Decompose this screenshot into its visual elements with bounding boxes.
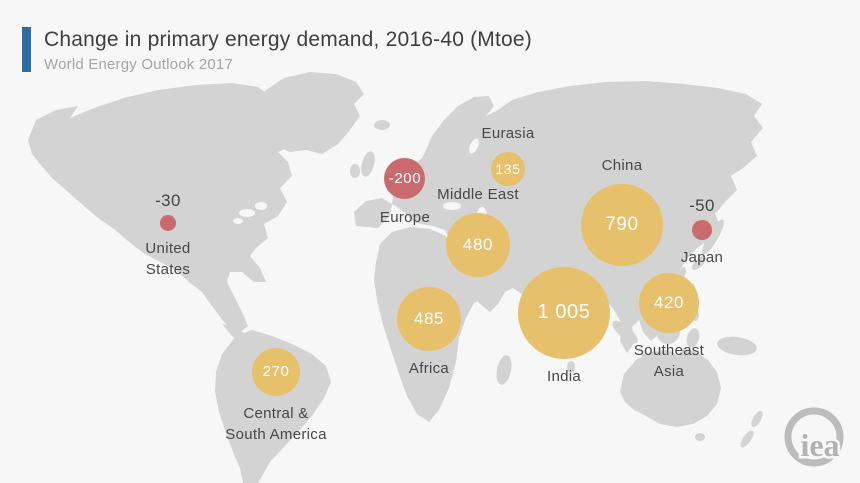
region-label-europe: Europe <box>379 208 431 226</box>
region-label-africa: Africa <box>408 359 450 377</box>
bubble-africa: 485 <box>397 287 461 351</box>
continent-south-america <box>215 330 331 483</box>
iea-logo: iea <box>784 407 844 467</box>
bubble-central-south-america: 270 <box>252 348 300 396</box>
bubble-china: 790 <box>581 184 663 266</box>
bubble-japan <box>691 219 713 241</box>
bubble-eurasia: 135 <box>491 152 525 186</box>
region-label-india: India <box>546 367 582 385</box>
header: Change in primary energy demand, 2016-40… <box>22 27 532 73</box>
iea-logo-ring <box>784 407 844 467</box>
continent-north-america <box>28 83 298 334</box>
continent-australia <box>620 348 721 427</box>
region-label-eurasia: Eurasia <box>481 125 535 143</box>
region-label-southeast-asia: Southeast Asia <box>633 341 705 380</box>
bubble-india: 1 005 <box>518 267 610 359</box>
value-label-japan: -50 <box>689 195 715 215</box>
header-text: Change in primary energy demand, 2016-40… <box>44 27 532 73</box>
iea-logo-text: iea <box>800 427 839 463</box>
region-label-central-south-america: Central & South America <box>225 404 327 443</box>
region-label-china: China <box>601 157 643 175</box>
title-accent-bar <box>22 27 31 72</box>
page-title: Change in primary energy demand, 2016-40… <box>44 28 532 51</box>
region-label-japan: Japan <box>680 249 724 267</box>
value-label-united-states: -30 <box>155 191 181 211</box>
bubble-united-states <box>160 215 176 231</box>
bubble-middle-east: 480 <box>446 213 510 277</box>
iberia <box>354 198 392 228</box>
greenland <box>254 72 364 154</box>
region-label-united-states: United States <box>145 239 191 278</box>
page-subtitle: World Energy Outlook 2017 <box>44 56 233 73</box>
region-label-middle-east: Middle East <box>437 186 519 204</box>
bubble-southeast-asia: 420 <box>639 273 699 333</box>
bubble-europe: -200 <box>384 158 426 200</box>
